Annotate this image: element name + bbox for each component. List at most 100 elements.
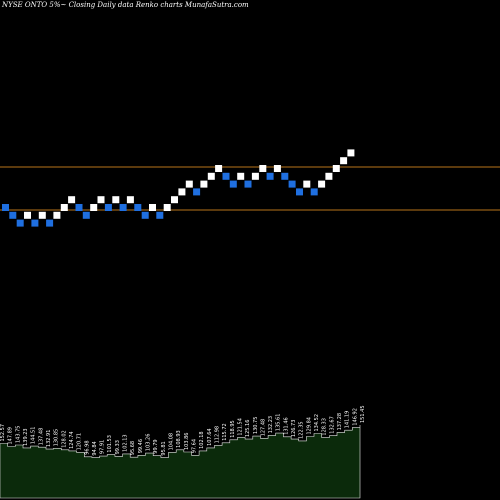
renko-brick [193,188,201,196]
volume-label: 97.91 [100,440,106,454]
renko-brick [273,165,281,172]
volume-label: 97.64 [192,439,198,453]
volume-label: 99.33 [115,440,121,454]
volume-label: 99.46 [138,439,144,453]
renko-brick [97,196,105,204]
renko-brick [60,204,68,211]
volume-label: 99.79 [153,439,159,453]
renko-brick [259,165,267,172]
renko-brick [310,188,318,196]
volume-label: 130.85 [54,429,60,447]
chart-title: NYSE ONTO 5%~ Closing Daily data Renko c… [2,1,249,9]
volume-area [0,425,361,499]
volume-label: 124.74 [69,431,75,449]
renko-brick [104,204,112,211]
renko-brick [222,172,230,180]
renko-brick [68,196,76,204]
renko-brick [53,211,61,219]
renko-brick [244,180,252,188]
volume-label: 139.23 [23,428,29,446]
renko-bricks [2,149,355,227]
renko-brick [24,211,31,219]
volume-label: 107.64 [207,428,213,446]
renko-brick [75,204,83,211]
renko-brick [340,157,348,165]
volume-label: 125.16 [245,420,251,438]
renko-brick [112,196,120,204]
volume-label: 122.35 [299,421,305,439]
volume-label: 112.98 [215,426,221,444]
renko-brick [149,204,156,211]
volume-label: 132.91 [46,430,52,448]
volume-label: 104.08 [169,433,175,451]
renko-brick [251,172,259,180]
renko-brick [237,172,245,180]
volume-label: 108.93 [176,430,182,448]
volume-label: 103.26 [146,434,152,452]
volume-label: 143.75 [15,426,21,444]
renko-brick [90,204,98,211]
volume-label: 118.95 [230,420,236,438]
volume-label: 137.48 [38,428,44,446]
volume-label: 94.84 [92,441,98,455]
volume-label: 132.67 [329,416,335,434]
renko-brick [82,211,90,219]
renko-brick [229,180,237,188]
renko-brick [178,188,186,196]
renko-brick [207,172,215,180]
renko-brick [266,172,274,180]
volume-label: 152.57 [0,424,6,442]
volume-label: 101.53 [107,435,113,453]
renko-brick [200,180,208,188]
volume-label: 135.61 [276,414,282,432]
volume-label: 102.18 [199,431,205,449]
volume-label: 95.81 [161,441,167,455]
volume-label: 132.23 [268,416,274,434]
renko-brick [31,219,39,227]
renko-brick [318,180,326,188]
renko-brick [281,172,289,180]
renko-brick [16,219,24,227]
volume-label: 95.68 [130,441,136,455]
volume-label: 144.51 [31,427,37,445]
volume-label: 128.33 [322,418,328,436]
volume-label: 129.84 [306,417,312,435]
renko-brick [347,149,355,157]
volume-label: 141.19 [345,411,351,429]
renko-brick [332,165,340,172]
volume-panel: 152.57 147.89 143.75 139.23 144.51 137.48 132.… [0,406,366,499]
renko-brick [2,204,9,211]
renko-brick [126,196,134,204]
renko-brick [325,172,333,180]
volume-label: 120.71 [77,433,83,451]
volume-label: 134.52 [314,414,320,432]
renko-brick [119,204,127,211]
volume-label: 121.54 [237,418,243,436]
renko-brick [9,211,17,219]
volume-label: 130.75 [253,417,259,435]
renko-brick [288,180,296,188]
renko-brick [296,188,303,196]
renko-brick [215,165,223,172]
renko-brick [134,204,142,211]
volume-label: 127.48 [260,419,266,437]
renko-brick [303,180,311,188]
renko-brick [171,196,178,204]
renko-brick [141,211,149,219]
volume-label: 126.73 [291,420,297,438]
renko-brick [46,219,54,227]
volume-label: 96.98 [84,440,90,454]
volume-label: 151.45 [360,406,366,424]
volume-label: 103.86 [184,433,190,451]
renko-brick [38,211,46,219]
volume-label: 137.28 [337,413,343,431]
renko-brick [156,211,164,219]
level-lines [0,166,500,211]
volume-label: 147.89 [8,427,14,445]
renko-brick [163,204,171,211]
volume-label: 115.72 [222,423,228,441]
volume-label: 102.13 [123,434,129,452]
volume-label: 131.46 [283,417,289,435]
